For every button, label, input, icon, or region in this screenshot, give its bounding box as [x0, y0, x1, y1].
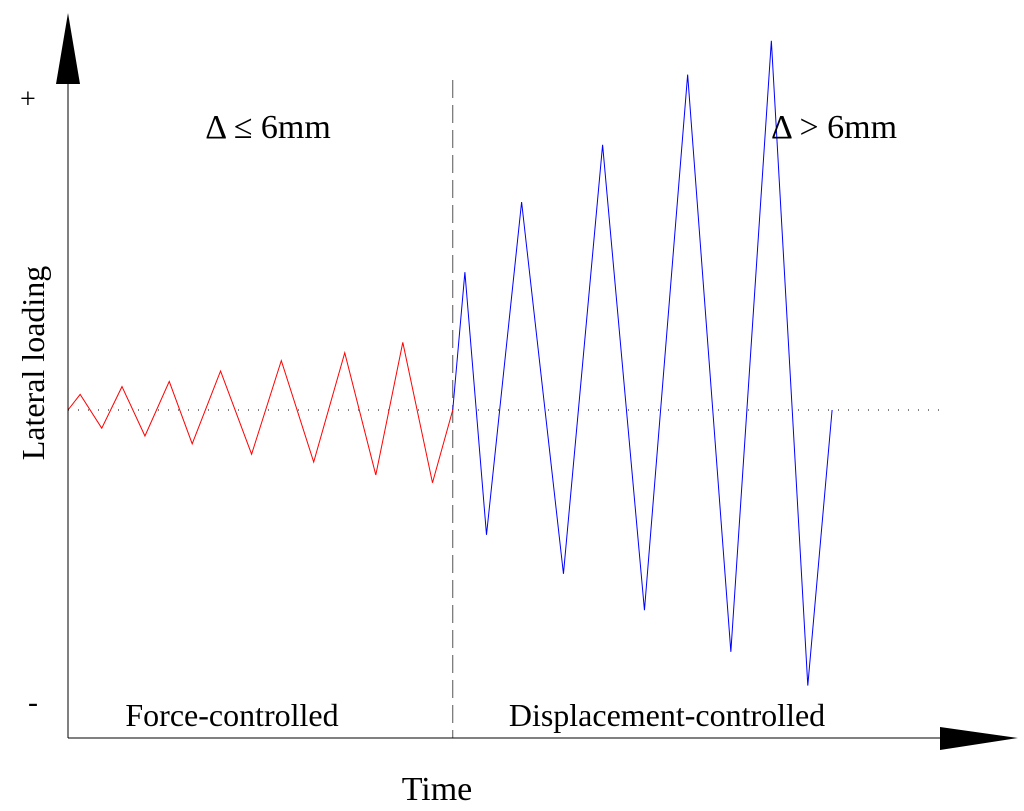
- y-axis-arrowhead: [56, 13, 80, 84]
- displacement-controlled-series-line: [452, 40, 833, 686]
- displacement-phase-condition: Δ > 6mm: [771, 109, 897, 146]
- y-positive-label: +: [20, 84, 36, 115]
- plot-area: [67, 40, 945, 738]
- displacement-phase-label: Displacement-controlled: [509, 697, 825, 733]
- y-axis-label: Lateral loading: [15, 266, 51, 461]
- force-controlled-series-line: [67, 342, 454, 483]
- x-axis-label: Time: [402, 771, 473, 808]
- force-phase-condition: Δ ≤ 6mm: [205, 109, 331, 146]
- y-negative-label: -: [28, 686, 38, 719]
- x-axis-arrowhead: [940, 727, 1018, 750]
- force-phase-label: Force-controlled: [125, 697, 338, 733]
